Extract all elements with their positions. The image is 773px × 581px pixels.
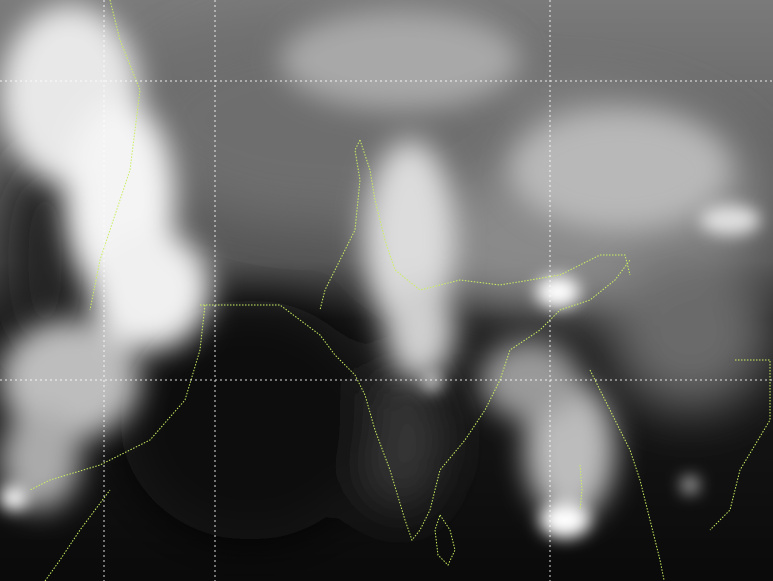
myanmar-coast — [589, 369, 665, 581]
indochina-coast — [709, 359, 771, 531]
arabia-coast — [29, 304, 206, 491]
coastlines — [29, 0, 771, 581]
red-sea-coast — [89, 0, 141, 311]
cloud-cover — [0, 5, 760, 538]
india-border — [359, 139, 631, 291]
horn-coast — [44, 489, 111, 581]
andaman-islands — [579, 464, 583, 511]
sri-lanka — [434, 513, 456, 566]
